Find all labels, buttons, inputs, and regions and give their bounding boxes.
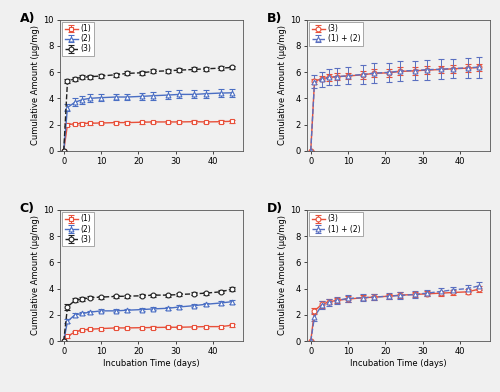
X-axis label: Incubation Time (days): Incubation Time (days) — [350, 359, 447, 368]
Text: B): B) — [267, 12, 282, 25]
Y-axis label: Cumulative Amount (μg/mg): Cumulative Amount (μg/mg) — [278, 25, 287, 145]
Y-axis label: Cumulative Amount (μg/mg): Cumulative Amount (μg/mg) — [32, 216, 40, 336]
X-axis label: Incubation Time (days): Incubation Time (days) — [103, 359, 200, 368]
Text: A): A) — [20, 12, 35, 25]
Legend: (1), (2), (3): (1), (2), (3) — [62, 212, 94, 246]
Legend: (3), (1) + (2): (3), (1) + (2) — [310, 212, 362, 236]
Legend: (1), (2), (3): (1), (2), (3) — [62, 22, 94, 56]
Y-axis label: Cumulative Amount (μg/mg): Cumulative Amount (μg/mg) — [278, 216, 287, 336]
Y-axis label: Cumulative Amount (μg/mg): Cumulative Amount (μg/mg) — [32, 25, 40, 145]
Text: D): D) — [267, 202, 283, 215]
Legend: (3), (1) + (2): (3), (1) + (2) — [310, 22, 362, 45]
Text: C): C) — [20, 202, 34, 215]
